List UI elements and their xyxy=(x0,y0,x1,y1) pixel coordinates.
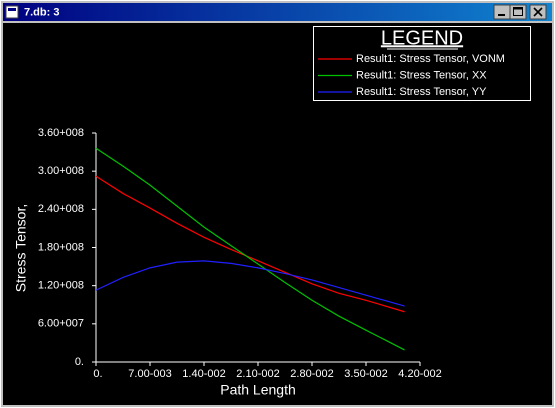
title-bar xyxy=(3,3,552,21)
y-tick-label: 1.20+008 xyxy=(38,280,84,292)
legend-label: Result1: Stress Tensor, YY xyxy=(356,86,487,98)
x-tick-label: 7.00-003 xyxy=(128,368,171,380)
window-icon-bar xyxy=(8,8,16,11)
minimize-button[interactable] xyxy=(493,4,511,20)
window-title: 7.db: 3 xyxy=(24,6,59,18)
y-axis-label: Stress Tensor, xyxy=(13,204,29,292)
y-tick-label: 3.00+008 xyxy=(38,165,84,177)
x-tick-label: 0. xyxy=(93,368,102,380)
button-face[interactable] xyxy=(493,4,511,20)
y-tick-label: 0. xyxy=(75,356,84,368)
plot-canvas xyxy=(3,23,552,405)
legend-title: LEGEND xyxy=(381,27,463,49)
x-tick-label: 3.50-002 xyxy=(344,368,387,380)
y-tick-label: 6.00+007 xyxy=(38,318,84,330)
series-line xyxy=(95,147,405,351)
legend-label: Result1: Stress Tensor, VONM xyxy=(356,53,505,65)
y-tick-label: 3.60+008 xyxy=(38,127,84,139)
maximize-glyph-top[interactable] xyxy=(513,7,523,10)
x-tick-label: 1.40-002 xyxy=(182,368,225,380)
window-icon xyxy=(5,5,19,19)
maximize-button[interactable] xyxy=(509,4,527,20)
legend-box xyxy=(313,26,531,101)
y-tick-label: 1.80+008 xyxy=(38,241,84,253)
x-tick-label: 2.10-002 xyxy=(236,368,279,380)
close-button[interactable] xyxy=(529,4,547,20)
legend-label: Result1: Stress Tensor, XX xyxy=(356,69,487,81)
close-glyph[interactable] xyxy=(533,7,543,17)
y-tick-label: 2.40+008 xyxy=(38,203,84,215)
minimize-glyph[interactable] xyxy=(498,14,505,16)
x-tick-label: 4.20-002 xyxy=(398,368,441,380)
series-line xyxy=(95,260,405,307)
x-axis-label: Path Length xyxy=(220,382,296,398)
x-tick-label: 2.80-002 xyxy=(290,368,333,380)
